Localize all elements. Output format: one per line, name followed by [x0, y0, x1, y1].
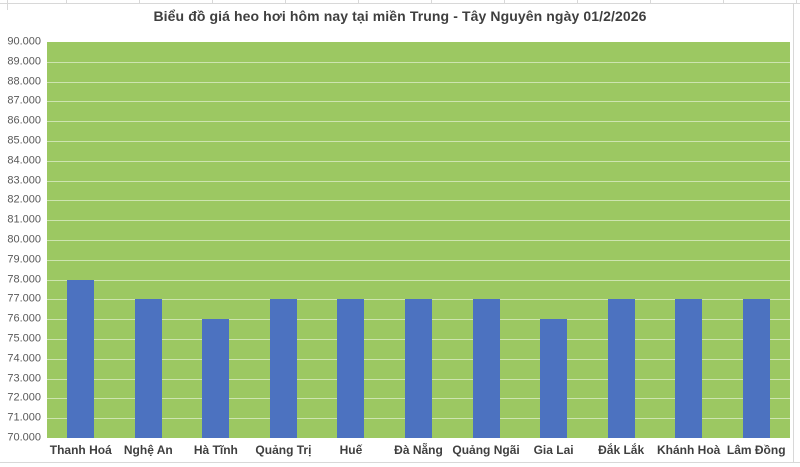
gridline: [47, 220, 790, 222]
y-tick-label: 72.000: [7, 391, 41, 404]
gridline: [47, 160, 790, 162]
y-tick-label: 75.000: [7, 332, 41, 345]
y-tick-label: 84.000: [7, 154, 41, 167]
y-tick-label: 73.000: [7, 372, 41, 385]
x-axis-label: Đà Nẵng: [394, 443, 443, 457]
sheet-row-line-top: [0, 3, 800, 4]
gridline: [47, 141, 790, 142]
bar-3: [202, 319, 230, 438]
sheet-column-tick: [7, 0, 8, 10]
y-tick-label: 88.000: [7, 75, 41, 88]
bar-8: [540, 319, 568, 438]
x-axis-label: Thanh Hoá: [49, 443, 112, 457]
y-tick-label: 85.000: [7, 134, 41, 147]
sheet-column-tick: [723, 0, 724, 3]
x-axis-label: Lâm Đồng: [726, 443, 786, 457]
y-tick-label: 76.000: [7, 312, 41, 325]
x-axis-label: Khánh Hoà: [657, 443, 721, 457]
sheet-column-line-right: [793, 3, 794, 462]
gridline: [47, 61, 790, 63]
chart-title: Biểu đồ giá heo hơi hôm nay tại miền Tru…: [153, 8, 647, 24]
y-tick-label: 79.000: [7, 253, 41, 266]
bar-2: [134, 299, 162, 438]
y-tick-label: 80.000: [7, 233, 41, 246]
x-axis-label: Huế: [339, 443, 363, 457]
bar-11: [742, 299, 770, 438]
y-tick-label: 86.000: [7, 114, 41, 127]
bar-1: [67, 279, 95, 438]
sheet-column-tick: [66, 0, 67, 3]
y-tick-label: 74.000: [7, 352, 41, 365]
gridline: [47, 279, 790, 281]
bar-5: [337, 299, 365, 438]
gridline: [47, 200, 790, 202]
bar-9: [607, 299, 635, 438]
y-tick-label: 82.000: [7, 193, 41, 206]
bar-10: [675, 299, 703, 438]
gridline: [47, 180, 790, 182]
sheet-column-tick: [504, 0, 505, 3]
y-tick-label: 87.000: [7, 94, 41, 107]
x-axis-label: Quảng Trị: [255, 443, 312, 457]
bar-7: [472, 299, 500, 438]
bar-6: [405, 299, 432, 438]
gridline: [47, 240, 790, 241]
bar-4: [269, 299, 297, 438]
plot-area: [47, 42, 790, 438]
y-tick-label: 78.000: [7, 273, 41, 286]
sheet-column-tick: [796, 0, 797, 3]
sheet-column-tick: [577, 0, 578, 3]
y-tick-label: 89.000: [7, 55, 41, 68]
gridline: [47, 121, 790, 123]
y-tick-label: 90.000: [7, 35, 41, 48]
sheet-row-line-bottom: [0, 462, 800, 463]
y-tick-label: 71.000: [7, 411, 41, 424]
x-axis-label: Quảng Ngãi: [452, 443, 520, 457]
gridline: [47, 101, 790, 103]
sheet-column-tick: [212, 0, 213, 3]
sheet-column-tick: [285, 0, 286, 3]
x-axis-label: Hà Tĩnh: [193, 443, 238, 457]
sheet-column-tick: [358, 0, 359, 3]
y-tick-label: 81.000: [7, 213, 41, 226]
x-axis-label: Gia Lai: [533, 443, 574, 457]
y-tick-label: 70.000: [7, 431, 41, 444]
y-tick-label: 83.000: [7, 174, 41, 187]
sheet-column-tick: [139, 0, 140, 3]
sheet-column-tick: [650, 0, 651, 3]
y-tick-label: 77.000: [7, 292, 41, 305]
x-axis-label: Nghệ An: [123, 443, 173, 457]
gridline: [47, 259, 790, 261]
x-axis-label: Đắk Lắk: [598, 443, 645, 457]
sheet-column-tick: [431, 0, 432, 3]
gridline: [47, 81, 790, 83]
